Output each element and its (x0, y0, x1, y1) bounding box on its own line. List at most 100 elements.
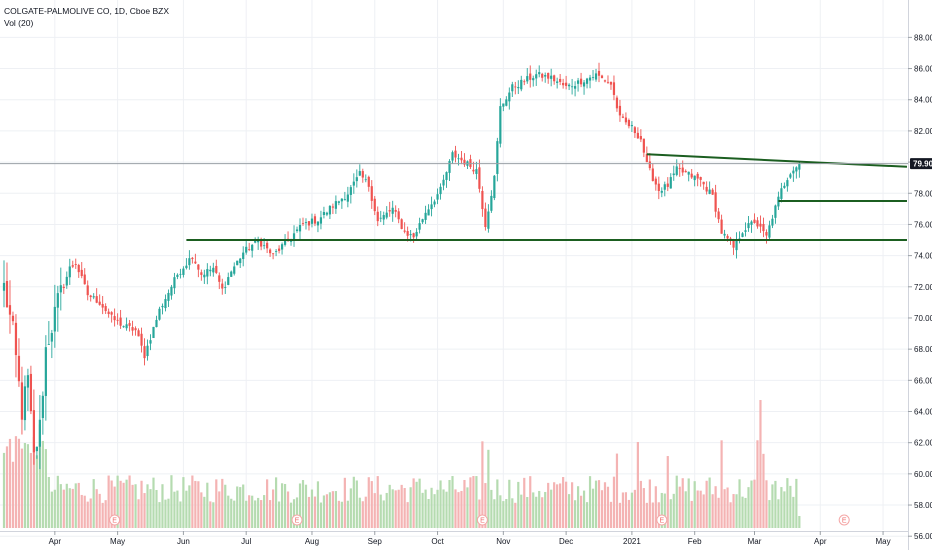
candle-body (651, 168, 654, 181)
candle (400, 218, 403, 230)
candle (277, 245, 281, 254)
candle (71, 260, 74, 269)
time-tick-label: Apr (814, 537, 827, 546)
candle (451, 150, 454, 164)
time-axis[interactable]: Apr May Jun Jul Aug Sep Oct Nov Dec 2021 Feb Mar Apr… (0, 531, 908, 546)
volume-bar (762, 453, 765, 528)
candle (164, 294, 167, 312)
candle (170, 284, 173, 300)
candle-body (723, 233, 726, 236)
volume-bar (568, 494, 571, 528)
candle-body (681, 167, 684, 173)
volume-bar (304, 484, 308, 528)
symbol-title[interactable]: COLGATE-PALMOLIVE CO, 1D, Cboe BZX (4, 6, 170, 16)
volume-bar (355, 480, 358, 528)
volume-bar (251, 495, 254, 528)
time-tick-label: May (110, 537, 125, 546)
candle-body (167, 292, 170, 301)
candle (493, 174, 496, 201)
candle-body (744, 230, 747, 232)
volume-bar (319, 502, 323, 528)
candle-body (149, 340, 152, 344)
candle (463, 153, 466, 167)
volume-legend[interactable]: Vol (20) (4, 18, 34, 28)
candle-body (672, 173, 675, 176)
candle (89, 294, 92, 302)
candle (705, 181, 708, 195)
volume-bar (783, 491, 786, 528)
candle-body (648, 161, 651, 169)
candle (780, 182, 783, 203)
candle (23, 375, 27, 431)
candle-body (538, 72, 541, 75)
candle (774, 204, 777, 224)
volume-bar (463, 479, 466, 528)
volume-bar (744, 497, 747, 528)
earnings-circle[interactable] (838, 514, 850, 526)
candle (678, 163, 681, 177)
candle-body (499, 106, 502, 144)
candle (92, 293, 95, 300)
volume-bar (352, 476, 355, 528)
candle (319, 210, 323, 230)
candle-body (65, 276, 68, 286)
trendline-resistance[interactable] (646, 153, 908, 168)
candle-body (409, 234, 412, 236)
candle-body (529, 73, 532, 80)
time-tick-label: Nov (496, 537, 510, 546)
earnings-marker[interactable]: E (656, 514, 668, 526)
earnings-circle[interactable] (291, 514, 303, 526)
candle (526, 68, 529, 84)
volume-bar (571, 482, 574, 528)
candle-body (385, 212, 388, 218)
trendlines[interactable] (186, 153, 908, 242)
candle (185, 258, 188, 270)
earnings-marker[interactable]: E (109, 514, 121, 526)
volume-bar (137, 499, 140, 528)
candle-body (493, 175, 496, 199)
volume-bar (406, 502, 409, 528)
volume-bar (436, 489, 439, 528)
price-tick-label: 70.00 (914, 314, 932, 323)
price-axis[interactable]: 88.0086.0084.0082.0080.0078.0076.0074.00… (908, 0, 932, 550)
volume-bar (277, 501, 281, 528)
earnings-marker[interactable]: E (838, 514, 850, 526)
candle (385, 206, 388, 220)
candle (161, 303, 164, 315)
candle-body (158, 308, 161, 320)
candle (523, 79, 526, 86)
volume-bar (711, 494, 714, 528)
earnings-marker[interactable]: E (291, 514, 303, 526)
candle-body (609, 81, 613, 85)
volume-bar (2, 452, 6, 528)
volume-bar (735, 494, 738, 528)
candle (331, 203, 334, 215)
earnings-circle[interactable] (476, 514, 488, 526)
volume-bar (774, 480, 777, 528)
candle (550, 68, 553, 87)
candle-body (164, 299, 167, 309)
volume-bar (786, 478, 789, 528)
candle-body (35, 446, 38, 452)
candle (594, 68, 598, 82)
candle (615, 95, 619, 112)
volume-bar (260, 500, 263, 528)
earnings-marker[interactable]: E (476, 514, 488, 526)
volume-bar (433, 494, 436, 528)
candle-body (376, 211, 379, 222)
earnings-circle[interactable] (109, 514, 121, 526)
candle-body (415, 231, 418, 237)
candle-body (77, 264, 80, 273)
earnings-circle[interactable] (656, 514, 668, 526)
volume-bar (562, 477, 565, 528)
volume-bar (346, 500, 349, 528)
candle-body (642, 138, 645, 153)
candle (242, 246, 245, 267)
volume-bar (245, 500, 248, 528)
candle-body (254, 239, 257, 243)
candle (544, 72, 547, 83)
volume-bar (191, 475, 194, 528)
candle (696, 172, 699, 187)
